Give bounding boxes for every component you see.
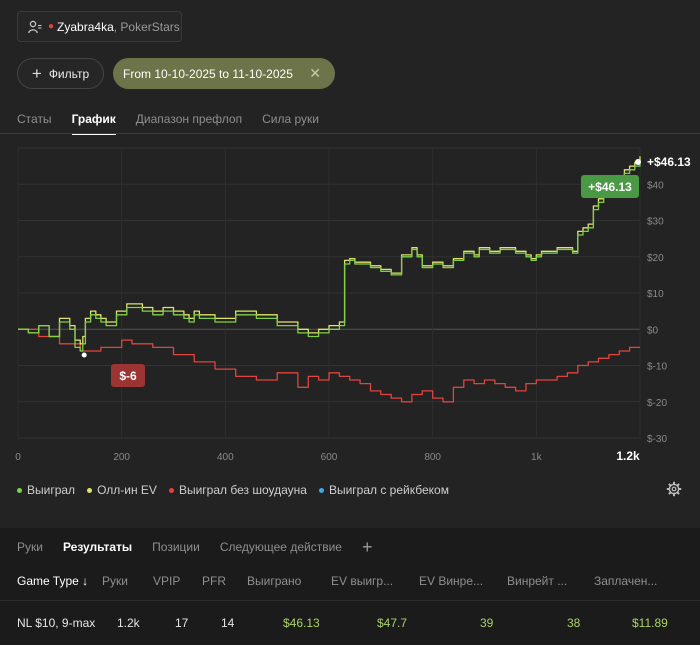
col-winrate[interactable]: Винрейт ... xyxy=(507,574,568,588)
legend-item-allin-ev[interactable]: Олл-ин EV xyxy=(87,483,157,497)
x-tick-label: 800 xyxy=(424,452,441,463)
x-tick-label: 200 xyxy=(113,452,130,463)
legend-label-rakeback: Выиграл с рейкбеком xyxy=(328,483,449,497)
chart-legend: Выиграл Олл-ин EV Выиграл без шоудауна В… xyxy=(17,483,449,497)
min-value-badge-text: $-6 xyxy=(119,369,137,383)
tab-preflop-range[interactable]: Диапазон префлоп xyxy=(135,112,243,126)
series-no-showdown-line xyxy=(18,328,640,403)
col-hands[interactable]: Руки xyxy=(102,574,128,588)
y-tick-label: $-30 xyxy=(647,434,667,445)
x-tick-label: 1k xyxy=(531,452,543,463)
y-tick-label: $0 xyxy=(647,325,659,336)
tab-hand-strength[interactable]: Сила руки xyxy=(262,112,319,126)
legend-dot-won xyxy=(17,487,22,493)
filter-label: Фильтр xyxy=(48,66,90,81)
tab-graph[interactable]: График xyxy=(71,112,116,135)
col-vpip[interactable]: VPIP xyxy=(153,574,181,588)
legend-item-won[interactable]: Выиграл xyxy=(17,483,75,497)
results-panel: Руки Результаты Позиции Следующее действ… xyxy=(0,528,700,645)
tab-positions[interactable]: Позиции xyxy=(152,540,200,554)
table-row[interactable]: NL $10, 9-max 1.2k 17 14 $46.13 $47.7 39… xyxy=(0,616,700,636)
legend-item-rakeback[interactable]: Выиграл с рейкбеком xyxy=(318,483,449,497)
legend-label-won: Выиграл xyxy=(27,483,76,497)
col-won[interactable]: Выиграно xyxy=(247,574,302,588)
end-point-marker xyxy=(635,159,641,166)
x-tick-label: 0 xyxy=(15,452,21,463)
legend-dot-no-showdown xyxy=(168,487,174,493)
tab-next-action[interactable]: Следующее действие xyxy=(219,540,342,554)
legend-dot-rakeback xyxy=(318,487,324,493)
bottom-tabs: Руки Результаты Позиции Следующее действ… xyxy=(17,538,372,556)
col-rake-paid[interactable]: Заплачен... xyxy=(594,574,658,588)
series-won-line xyxy=(18,162,641,352)
status-dot-icon: ● xyxy=(48,21,55,32)
add-tab-icon[interactable]: + xyxy=(361,537,373,557)
cell-winrate: 38 xyxy=(567,616,581,630)
account-selector[interactable]: ● Zyabra4ka, PokerStars xyxy=(17,11,182,42)
y-tick-label: $40 xyxy=(647,180,664,191)
col-pfr[interactable]: PFR xyxy=(202,574,226,588)
min-value-badge-bg xyxy=(111,364,145,387)
x-tick-label: 400 xyxy=(217,452,234,463)
y-tick-label: $30 xyxy=(647,217,664,228)
cell-hands: 1.2k xyxy=(117,616,140,630)
y-tick-label: $-20 xyxy=(647,398,667,409)
legend-label-allin-ev: Олл-ин EV xyxy=(97,483,157,497)
cell-vpip: 17 xyxy=(175,616,189,630)
end-value-label: +$46.13 xyxy=(647,155,691,169)
min-point-marker xyxy=(81,352,87,358)
table-header: Game Type ↓ Руки VPIP PFR Выиграно EV вы… xyxy=(0,574,700,594)
filter-button[interactable]: + Фильтр xyxy=(17,58,104,89)
account-name: Zyabra4ka xyxy=(57,19,114,34)
col-ev-won[interactable]: EV выигр... xyxy=(331,574,394,588)
legend-dot-allin-ev xyxy=(87,487,93,493)
tab-stats[interactable]: Статы xyxy=(17,112,52,126)
table-divider xyxy=(0,600,700,601)
profit-chart: $40 $30 $20 $10 $0 $-10 $-20 $-30 0 200 400 600 800 1… xyxy=(0,140,700,470)
legend-item-no-showdown[interactable]: Выиграл без шоудауна xyxy=(168,483,307,497)
cell-ev-winrate: 39 xyxy=(480,616,494,630)
tabs-divider xyxy=(0,133,700,134)
cell-ev-won: $47.7 xyxy=(377,616,408,630)
y-tick-label: $10 xyxy=(647,289,664,300)
x-tick-label: 1.2k xyxy=(616,449,640,463)
y-tick-label: $20 xyxy=(647,253,664,264)
plus-icon: + xyxy=(31,64,42,83)
tab-hands[interactable]: Руки xyxy=(17,540,43,554)
x-tick-label: 600 xyxy=(321,452,338,463)
gear-icon[interactable] xyxy=(666,481,682,497)
y-tick-label: $-10 xyxy=(647,362,667,373)
account-site: , PokerStars xyxy=(113,19,180,34)
cell-pfr: 14 xyxy=(221,616,235,630)
end-value-badge-bg xyxy=(581,175,639,199)
date-range-chip[interactable]: From 10-10-2025 to 11-10-2025 ✕ xyxy=(113,58,335,89)
close-icon[interactable]: ✕ xyxy=(309,65,321,81)
col-ev-winrate[interactable]: EV Винре... xyxy=(419,574,484,588)
tab-results[interactable]: Результаты xyxy=(62,540,133,554)
cell-game-type: NL $10, 9-max xyxy=(17,616,96,630)
legend-label-no-showdown: Выиграл без шоудауна xyxy=(178,483,307,497)
end-value-badge-text: +$46.13 xyxy=(588,180,632,194)
cell-won: $46.13 xyxy=(283,616,320,630)
date-range-label: From 10-10-2025 to 11-10-2025 xyxy=(123,66,293,81)
min-value-badge: $-6 xyxy=(111,364,145,387)
cell-rake-paid: $11.89 xyxy=(632,616,668,630)
chart-svg: $40 $30 $20 $10 $0 $-10 $-20 $-30 0 200 400 600 800 1… xyxy=(15,147,691,463)
main-tabs: Статы График Диапазон префлоп Сила руки xyxy=(17,112,319,135)
col-game-type[interactable]: Game Type ↓ xyxy=(17,574,89,588)
user-icon xyxy=(28,20,42,33)
end-value-badge: +$46.13 xyxy=(581,175,639,199)
